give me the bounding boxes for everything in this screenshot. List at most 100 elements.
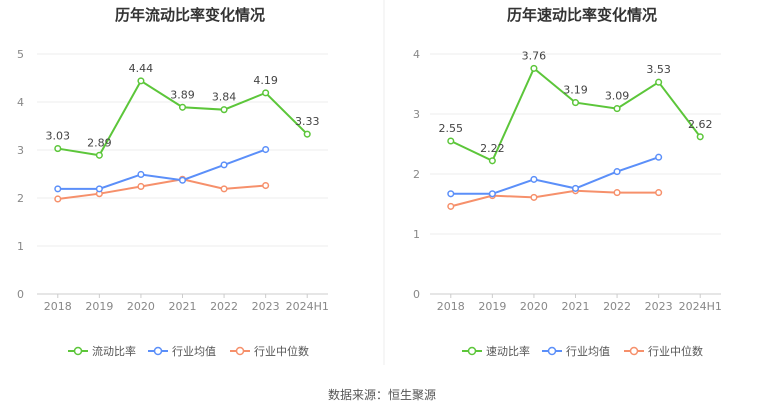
data-point <box>220 161 228 169</box>
legend-marker-icon <box>629 346 639 356</box>
data-label: 3.89 <box>170 88 195 101</box>
x-tick-label: 2024H1 <box>679 300 722 313</box>
data-point <box>571 184 580 192</box>
y-tick-label: 0 <box>413 288 420 301</box>
current-ratio-chart: 历年流动比率变化情况 0 1 2 3 4 5 2018 2019 2020 2021 2022 2023… <box>17 6 329 358</box>
series-line <box>450 156 659 195</box>
x-tick-label: 2023 <box>252 300 280 313</box>
data-point <box>262 89 270 97</box>
data-point <box>137 170 145 179</box>
y-tick-label: 0 <box>17 288 24 301</box>
series-line <box>450 189 659 208</box>
data-point <box>447 137 455 145</box>
y-tick-label: 4 <box>17 96 24 109</box>
data-point <box>530 193 538 201</box>
data-point <box>571 99 580 107</box>
data-label: 3.33 <box>295 115 320 128</box>
legend-marker-icon <box>547 346 557 356</box>
data-point <box>54 185 62 193</box>
data-point <box>530 175 538 183</box>
data-point <box>54 145 62 153</box>
legend-label: 行业均值 <box>566 345 610 358</box>
y-tick-label: 3 <box>413 108 420 121</box>
data-point <box>95 185 103 193</box>
data-source-note: 数据来源：恒生聚源 <box>328 387 436 402</box>
data-label: 2.62 <box>688 118 713 131</box>
data-point <box>655 189 663 197</box>
x-tick-label: 2019 <box>478 300 506 313</box>
x-tick-label: 2018 <box>44 300 72 313</box>
x-tick-label: 2018 <box>437 300 465 313</box>
legend-marker-icon <box>153 346 163 356</box>
data-point <box>303 130 311 138</box>
chart-title: 历年流动比率变化情况 <box>115 6 265 24</box>
y-tick-label: 1 <box>413 228 420 241</box>
x-tick-label: 2019 <box>85 300 113 313</box>
data-point <box>220 106 228 114</box>
data-point <box>613 105 621 113</box>
data-point <box>220 185 228 193</box>
y-tick-label: 5 <box>17 48 24 61</box>
data-label: 2.55 <box>439 122 464 135</box>
data-label: 3.19 <box>563 84 588 97</box>
x-tick-label: 2022 <box>603 300 631 313</box>
data-point <box>262 181 270 190</box>
data-label: 2.89 <box>87 136 112 149</box>
data-point <box>613 189 621 197</box>
data-point <box>447 202 455 210</box>
x-tick-label: 2020 <box>127 300 155 313</box>
data-label: 4.44 <box>129 62 154 75</box>
data-point <box>178 103 187 111</box>
legend-item[interactable]: 行业均值 <box>148 345 216 358</box>
data-point <box>488 157 496 165</box>
x-tick-label: 2020 <box>520 300 548 313</box>
data-label: 3.53 <box>646 63 671 76</box>
data-point <box>262 145 270 154</box>
data-point <box>54 195 62 203</box>
legend-label: 流动比率 <box>92 344 136 358</box>
legend-item[interactable]: 行业中位数 <box>624 344 703 358</box>
data-label: 3.09 <box>605 90 630 103</box>
data-point <box>178 176 187 184</box>
chart-title: 历年速动比率变化情况 <box>507 6 657 24</box>
data-label: 3.84 <box>212 91 237 104</box>
x-tick-label: 2024H1 <box>286 300 329 313</box>
legend-item[interactable]: 行业均值 <box>542 345 610 358</box>
y-tick-label: 2 <box>17 192 24 205</box>
data-point <box>447 190 455 198</box>
data-point <box>137 77 145 85</box>
data-point <box>655 78 663 86</box>
data-label: 3.03 <box>46 130 71 143</box>
data-point <box>696 133 704 141</box>
x-tick-label: 2022 <box>210 300 238 313</box>
y-tick-label: 4 <box>413 48 420 61</box>
legend-item[interactable]: 行业中位数 <box>230 344 309 358</box>
legend-label: 行业中位数 <box>648 344 703 358</box>
legend-marker-icon <box>467 346 477 356</box>
x-tick-label: 2021 <box>169 300 197 313</box>
series-line <box>57 148 266 190</box>
data-point <box>655 153 663 161</box>
data-point <box>613 168 621 176</box>
data-point <box>530 64 538 72</box>
quick-ratio-chart: 历年速动比率变化情况 0 1 2 3 4 2018 2019 2020 2021 2022 2023 2… <box>413 6 722 358</box>
x-tick-label: 2023 <box>645 300 673 313</box>
legend-marker-icon <box>73 346 83 356</box>
data-label: 2.22 <box>480 142 505 155</box>
legend-label: 行业中位数 <box>254 344 309 358</box>
legend-item[interactable]: 速动比率 <box>462 344 530 358</box>
data-label: 4.19 <box>253 74 278 87</box>
legend-label: 行业均值 <box>172 345 216 358</box>
legend-marker-icon <box>235 346 245 356</box>
data-point <box>95 151 103 159</box>
data-point <box>137 182 145 191</box>
x-tick-label: 2021 <box>562 300 590 313</box>
legend-label: 速动比率 <box>486 344 530 358</box>
series-line <box>57 178 266 200</box>
y-tick-label: 1 <box>17 240 24 253</box>
data-label: 3.76 <box>522 49 547 62</box>
y-tick-label: 2 <box>413 168 420 181</box>
legend-item[interactable]: 流动比率 <box>68 344 136 358</box>
y-tick-label: 3 <box>17 144 24 157</box>
